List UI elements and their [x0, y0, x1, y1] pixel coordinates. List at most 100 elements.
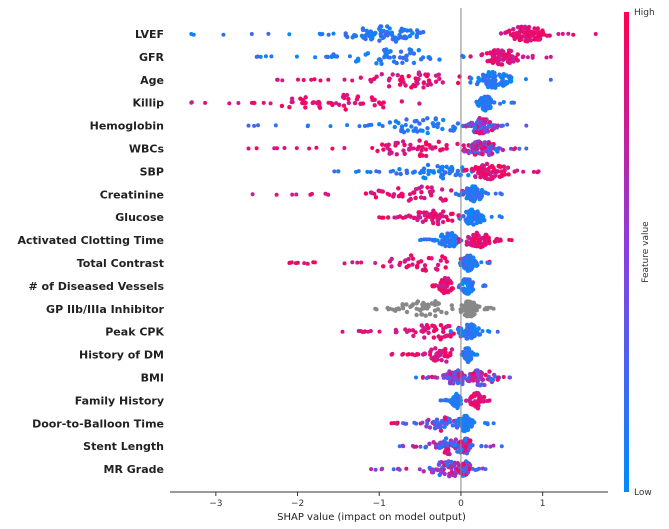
shap-point [508, 375, 512, 380]
shap-point [296, 77, 300, 82]
shap-point [466, 359, 471, 364]
shap-point [436, 72, 441, 77]
shap-point [372, 76, 377, 82]
shap-point [477, 214, 482, 219]
shap-point [468, 80, 473, 85]
shap-point [480, 152, 485, 157]
shap-point [380, 466, 385, 471]
shap-point [343, 31, 348, 36]
shap-point [424, 444, 428, 449]
shap-point [511, 59, 516, 64]
shap-point [524, 146, 529, 151]
shap-point [475, 382, 480, 388]
shap-point [428, 56, 433, 61]
shap-point [489, 100, 494, 105]
shap-point [493, 173, 498, 178]
shap-point [485, 100, 490, 105]
shap-point [556, 32, 561, 36]
shap-point [456, 371, 461, 376]
feature-label: Killip [133, 97, 165, 110]
shap-point [360, 27, 366, 33]
x-tick-label: 1 [540, 499, 546, 509]
shap-point [464, 196, 469, 201]
shap-point [471, 371, 476, 376]
shap-point [480, 329, 485, 333]
shap-point [380, 189, 385, 194]
shap-point [363, 52, 368, 57]
shap-point [468, 76, 474, 81]
shap-point [313, 55, 318, 60]
shap-point [462, 333, 467, 338]
shap-point [466, 241, 472, 246]
shap-point [387, 26, 392, 31]
shap-point [467, 218, 472, 223]
shap-point [525, 28, 530, 33]
shap-point [492, 124, 496, 129]
shap-point [419, 312, 425, 317]
shap-point [505, 122, 510, 127]
shap-point [470, 313, 476, 318]
shap-point [528, 38, 534, 43]
shap-point [410, 262, 415, 267]
shap-point [483, 242, 488, 247]
shap-point [400, 77, 405, 82]
shap-point [488, 444, 493, 449]
shap-point [411, 190, 416, 195]
shap-point [303, 105, 308, 110]
shap-point [478, 219, 483, 225]
shap-point [353, 33, 359, 39]
shap-point [377, 169, 382, 174]
shap-point [489, 164, 494, 169]
shap-point [468, 267, 474, 272]
shap-point [427, 189, 433, 194]
shap-point [426, 171, 431, 177]
shap-point [404, 53, 409, 58]
shap-point [344, 92, 350, 98]
shap-point [412, 215, 417, 220]
shap-point [467, 277, 472, 282]
shap-point [421, 85, 426, 90]
feature-label: BMI [141, 372, 164, 385]
shap-point [511, 27, 516, 32]
shap-point [376, 57, 382, 62]
shap-point [203, 100, 208, 105]
shap-point [432, 238, 437, 243]
shap-point [445, 443, 450, 448]
shap-point [508, 48, 514, 54]
shap-point [566, 31, 571, 36]
shap-point [434, 213, 439, 218]
shap-point [236, 101, 241, 105]
shap-point [483, 149, 489, 154]
shap-point [390, 72, 395, 77]
shap-point [469, 207, 475, 212]
shap-point [472, 375, 478, 380]
shap-point [369, 37, 374, 42]
shap-point [431, 169, 436, 174]
shap-point [479, 52, 484, 58]
shap-point [404, 466, 409, 471]
shap-point [501, 100, 506, 104]
shap-point [440, 164, 445, 170]
shap-point [497, 174, 502, 179]
shap-point [484, 51, 490, 56]
shap-point [498, 164, 503, 169]
shap-point [486, 374, 491, 379]
shap-point [381, 105, 386, 110]
shap-point [448, 352, 453, 358]
shap-point [287, 32, 292, 37]
shap-point [403, 83, 408, 88]
shap-point [431, 335, 436, 340]
shap-point [483, 467, 488, 472]
shap-point [437, 76, 442, 82]
shap-point [409, 85, 414, 90]
shap-point [470, 243, 475, 248]
shap-point [406, 352, 411, 357]
shap-point [419, 190, 424, 195]
shap-point [484, 161, 490, 167]
feature-row-points [373, 299, 496, 319]
shap-point [317, 105, 323, 111]
shap-point [495, 59, 500, 64]
shap-point [535, 29, 541, 34]
shap-point [386, 142, 391, 147]
feature-label: Total Contrast [77, 257, 164, 270]
